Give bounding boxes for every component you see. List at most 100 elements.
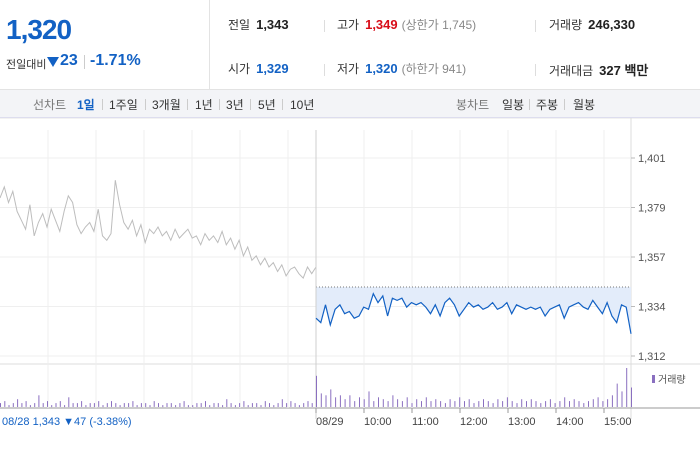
volume-bar xyxy=(502,401,504,407)
volume-bar xyxy=(611,395,613,407)
volume-bar xyxy=(269,403,270,407)
volume-bar xyxy=(68,397,70,408)
volume-bar xyxy=(51,405,53,408)
volume-bar xyxy=(277,403,279,407)
change-value: 23 xyxy=(60,52,78,69)
volume-bar xyxy=(478,401,480,407)
y-tick-label: 1,357 xyxy=(638,252,666,264)
volume-bar xyxy=(497,399,499,407)
volume-bar xyxy=(573,399,575,407)
tab-1-week[interactable]: 1주일 xyxy=(109,98,138,112)
tab-5-years[interactable]: 5년 xyxy=(258,98,276,112)
volume-bar xyxy=(382,399,384,407)
volume-bar xyxy=(286,403,288,407)
volume-bar xyxy=(294,403,296,407)
change-label: 전일대비 xyxy=(6,59,47,71)
volume-bar xyxy=(209,405,211,408)
volume-value: 246,330 xyxy=(588,17,636,32)
tab-3-years[interactable]: 3년 xyxy=(226,98,244,112)
volume-bar xyxy=(468,399,470,407)
volume-bar xyxy=(521,399,523,407)
tab-1-year[interactable]: 1년 xyxy=(195,98,213,112)
open-label: 시가 xyxy=(228,62,251,76)
volume-bar xyxy=(179,403,181,407)
volume-bar xyxy=(149,405,151,408)
volume-bar xyxy=(545,401,547,407)
volume-bar xyxy=(281,399,283,407)
tab-daily-candle[interactable]: 일봉 xyxy=(502,98,525,112)
tab-10-years[interactable]: 10년 xyxy=(290,98,315,112)
volume-bar xyxy=(47,401,48,407)
volume-bar xyxy=(128,403,130,407)
volume-bar xyxy=(578,401,580,407)
volume-bar xyxy=(29,405,31,408)
volume-bar xyxy=(12,403,14,407)
volume-bar xyxy=(549,399,551,407)
candle-chart-label: 봉차트 xyxy=(456,98,490,112)
volume-bar xyxy=(17,399,19,407)
volume-bar xyxy=(226,399,228,407)
volume-bar xyxy=(392,395,394,407)
upper-limit: (상한가 1,745) xyxy=(401,18,477,32)
volume-bar xyxy=(564,397,566,408)
volume-bar xyxy=(335,397,337,408)
divider xyxy=(324,64,325,76)
volume-bar xyxy=(316,375,317,407)
amount-label: 거래대금 xyxy=(549,64,594,78)
prev-close-value: 1,343 xyxy=(256,17,289,32)
volume-legend-label: 거래량 xyxy=(658,374,686,386)
volume-bar xyxy=(153,401,155,407)
volume-cell: 거래량 246,330 xyxy=(549,16,635,33)
volume-bar xyxy=(616,383,618,407)
volume-bar xyxy=(583,403,585,407)
volume-bar xyxy=(459,397,461,408)
price-chart: 1,401 1,379 1,357 1,334 1,312 거래량 08/29 10:00 11… xyxy=(0,117,700,450)
volume-bar xyxy=(607,399,609,407)
volume-bar xyxy=(473,403,475,407)
down-triangle-icon xyxy=(47,57,59,67)
low-value: 1,320 xyxy=(365,61,398,76)
volume-bar xyxy=(344,399,346,407)
volume-bar xyxy=(81,401,83,407)
current-price-box: 1,320 전일대비 23 -1.71% xyxy=(0,0,210,90)
volume-bar xyxy=(554,403,556,407)
volume-bar xyxy=(363,399,365,407)
volume-bar xyxy=(602,401,604,407)
volume-bar xyxy=(251,403,253,407)
tab-3-months[interactable]: 3개월 xyxy=(152,98,181,112)
volume-bar xyxy=(483,399,484,407)
volume-bar xyxy=(183,401,185,407)
volume-bar xyxy=(397,399,399,407)
volume-bar xyxy=(115,403,117,407)
volume-bar xyxy=(217,403,219,407)
volume-bar xyxy=(401,401,403,407)
divider xyxy=(564,99,565,110)
tab-monthly-candle[interactable]: 월봉 xyxy=(573,98,596,112)
volume-bar xyxy=(42,403,44,407)
y-tick-label: 1,379 xyxy=(638,203,666,215)
volume-bar xyxy=(93,403,95,407)
volume-bar xyxy=(162,405,164,408)
low-cell: 저가 1,320 (하한가 941) xyxy=(337,60,466,77)
volume-bar xyxy=(368,391,370,407)
volume-bar xyxy=(540,403,542,407)
change-percent: -1.71% xyxy=(90,52,141,69)
series-area-today xyxy=(316,287,631,334)
tab-1-day[interactable]: 1일 xyxy=(77,98,95,112)
volume-bar xyxy=(440,401,442,407)
volume-bar xyxy=(588,401,589,407)
price-chart-svg: 1,401 1,379 1,357 1,334 1,312 거래량 08/29 10:00 11… xyxy=(0,117,700,428)
volume-bar xyxy=(592,399,594,407)
volume-bar xyxy=(430,401,432,407)
volume-bar xyxy=(339,395,341,407)
volume-bar xyxy=(359,397,360,408)
divider xyxy=(219,99,220,110)
volume-bar xyxy=(264,401,266,407)
volume-bar xyxy=(307,401,309,407)
volume-bar xyxy=(213,403,215,407)
volume-bar xyxy=(535,401,537,407)
tab-weekly-candle[interactable]: 주봉 xyxy=(536,98,559,112)
high-cell: 고가 1,349 (상한가 1,745) xyxy=(337,16,476,33)
volume-bar xyxy=(205,401,206,407)
